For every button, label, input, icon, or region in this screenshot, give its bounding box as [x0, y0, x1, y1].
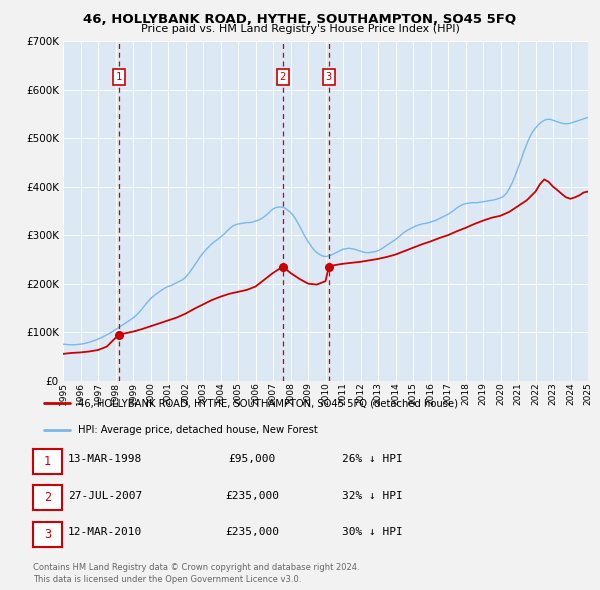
Text: £95,000: £95,000 [229, 454, 275, 464]
Text: 1: 1 [44, 455, 51, 468]
Text: 1: 1 [116, 72, 122, 82]
Text: 12-MAR-2010: 12-MAR-2010 [68, 527, 142, 537]
Text: 13-MAR-1998: 13-MAR-1998 [68, 454, 142, 464]
Text: £235,000: £235,000 [225, 527, 279, 537]
Text: Price paid vs. HM Land Registry's House Price Index (HPI): Price paid vs. HM Land Registry's House … [140, 24, 460, 34]
Text: 2: 2 [44, 491, 51, 504]
Text: 3: 3 [44, 528, 51, 541]
Text: £235,000: £235,000 [225, 491, 279, 500]
Text: 3: 3 [326, 72, 332, 82]
Text: 32% ↓ HPI: 32% ↓ HPI [341, 491, 403, 500]
Text: 2: 2 [280, 72, 286, 82]
Text: 46, HOLLYBANK ROAD, HYTHE, SOUTHAMPTON, SO45 5FQ: 46, HOLLYBANK ROAD, HYTHE, SOUTHAMPTON, … [83, 13, 517, 26]
Text: 26% ↓ HPI: 26% ↓ HPI [341, 454, 403, 464]
Text: This data is licensed under the Open Government Licence v3.0.: This data is licensed under the Open Gov… [33, 575, 301, 584]
Text: Contains HM Land Registry data © Crown copyright and database right 2024.: Contains HM Land Registry data © Crown c… [33, 563, 359, 572]
Text: HPI: Average price, detached house, New Forest: HPI: Average price, detached house, New … [78, 425, 318, 435]
Text: 27-JUL-2007: 27-JUL-2007 [68, 491, 142, 500]
Text: 46, HOLLYBANK ROAD, HYTHE, SOUTHAMPTON, SO45 5FQ (detached house): 46, HOLLYBANK ROAD, HYTHE, SOUTHAMPTON, … [78, 398, 458, 408]
Text: 30% ↓ HPI: 30% ↓ HPI [341, 527, 403, 537]
